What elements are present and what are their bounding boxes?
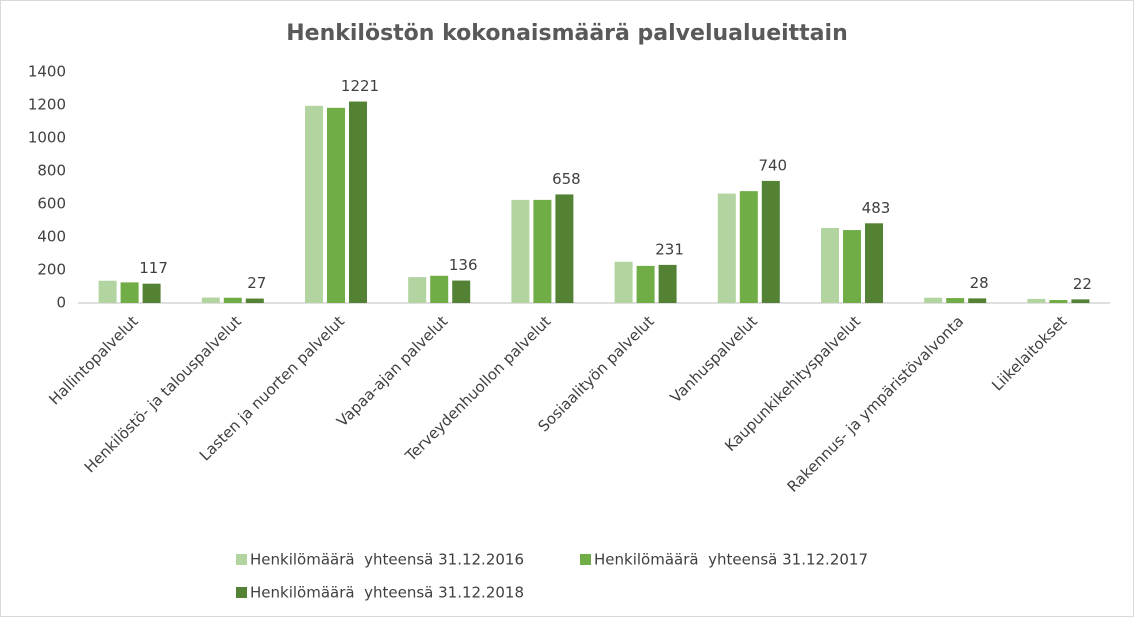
y-tick-label: 800 <box>37 162 66 180</box>
bar <box>511 199 530 303</box>
bar <box>555 194 574 303</box>
legend-swatch <box>580 554 591 565</box>
data-label: 231 <box>655 240 684 258</box>
bar <box>1027 298 1046 303</box>
data-label: 483 <box>862 199 891 217</box>
bar <box>614 261 633 303</box>
bar <box>1049 300 1068 303</box>
y-tick-label: 600 <box>37 195 66 213</box>
bar <box>761 180 780 303</box>
data-label: 117 <box>139 259 168 277</box>
bar <box>201 297 220 303</box>
data-label: 28 <box>970 274 989 292</box>
data-label: 1221 <box>341 77 379 95</box>
bar <box>533 199 552 303</box>
bar <box>120 282 139 303</box>
y-tick-label: 200 <box>37 261 66 279</box>
bar <box>821 227 839 303</box>
bar <box>924 297 943 303</box>
bar <box>1071 299 1090 303</box>
bar <box>305 105 323 303</box>
bar <box>430 275 449 303</box>
chart-title: Henkilöstön kokonaismäärä palvelualueitt… <box>286 21 847 46</box>
bar <box>245 298 264 303</box>
bar <box>223 297 242 303</box>
bar <box>636 265 655 303</box>
bar <box>968 298 987 303</box>
data-label: 136 <box>449 256 478 274</box>
legend-label: Henkilömäärä yhteensä 31.12.2017 <box>594 551 868 569</box>
legend-swatch <box>236 587 247 598</box>
data-label: 27 <box>247 274 266 292</box>
legend-label: Henkilömäärä yhteensä 31.12.2018 <box>250 584 524 602</box>
y-tick-label: 1400 <box>28 63 66 81</box>
data-label: 22 <box>1073 275 1092 293</box>
bar <box>946 298 965 303</box>
y-tick-label: 400 <box>37 228 66 246</box>
bar <box>717 193 736 303</box>
y-tick-label: 1200 <box>28 96 66 114</box>
y-tick-label: 0 <box>56 294 66 312</box>
legend-swatch <box>236 554 247 565</box>
bar <box>349 101 367 303</box>
bar <box>658 264 677 303</box>
bar <box>739 191 758 303</box>
bar <box>452 280 471 303</box>
data-label: 740 <box>758 156 787 174</box>
data-label: 658 <box>552 170 581 188</box>
bar <box>843 230 861 303</box>
bar <box>142 283 161 303</box>
y-tick-label: 1000 <box>28 129 66 147</box>
bar <box>865 223 883 303</box>
legend-label: Henkilömäärä yhteensä 31.12.2016 <box>250 551 524 569</box>
bar <box>98 280 117 303</box>
bar <box>408 277 427 303</box>
bar <box>327 107 345 304</box>
